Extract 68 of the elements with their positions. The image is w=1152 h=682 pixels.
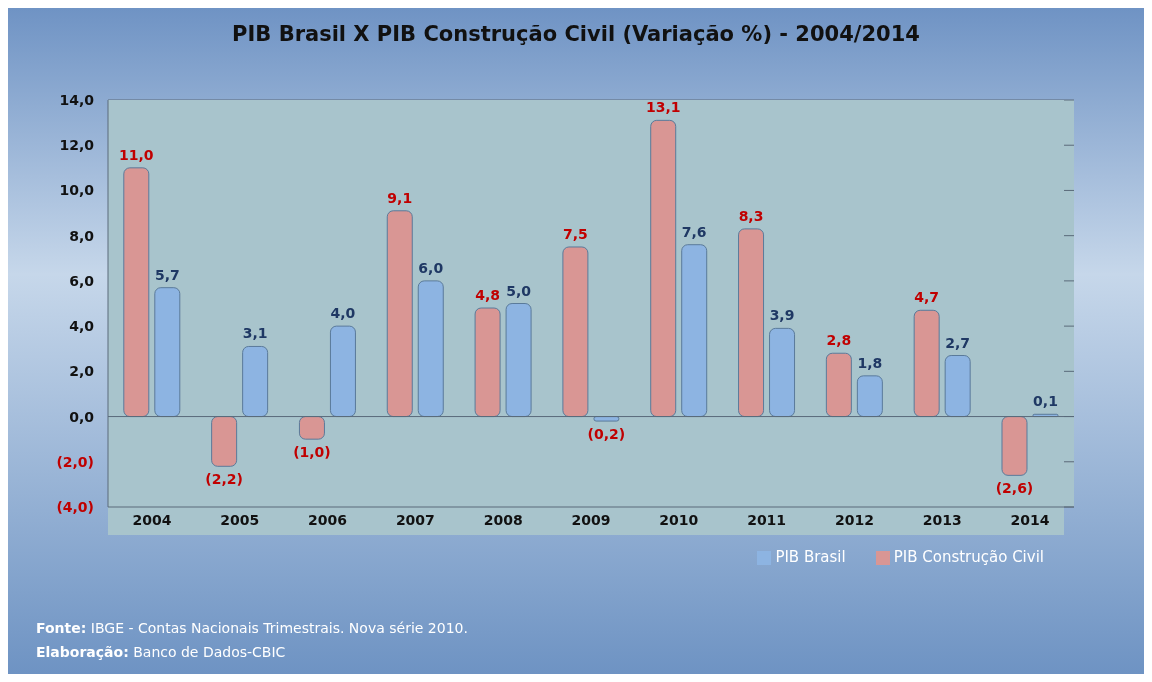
data-label: (0,2): [587, 426, 626, 443]
data-label: 13,1: [645, 99, 681, 116]
data-label: 11,0: [119, 146, 154, 163]
bar: [154, 287, 181, 418]
data-label: (2,6): [995, 480, 1034, 497]
data-label: 7,6: [681, 223, 707, 240]
data-label: (1,0): [293, 444, 331, 461]
x-tick-label: 2008: [483, 511, 523, 528]
data-label: 4,0: [330, 305, 356, 322]
y-tick-label: 0,0: [69, 408, 95, 425]
data-label: (2,2): [205, 471, 243, 488]
x-tick-label: 2013: [922, 511, 962, 528]
legend-label: PIB Brasil: [775, 548, 846, 566]
data-label: 9,1: [387, 189, 413, 206]
data-label: 4,7: [914, 289, 940, 306]
data-label: 2,7: [945, 334, 971, 351]
data-label: 6,0: [418, 259, 444, 276]
bar: [329, 325, 356, 418]
x-tick-label: 2014: [1010, 511, 1050, 528]
bar: [681, 244, 708, 418]
bar: [211, 416, 238, 467]
bar: [1001, 416, 1028, 476]
data-label: 7,5: [562, 225, 588, 242]
x-tick-label: 2010: [659, 511, 699, 528]
data-label: 1,8: [857, 354, 883, 371]
x-tick-label: 2009: [571, 511, 611, 528]
y-tick-label: (4,0): [56, 499, 94, 515]
bar: [944, 355, 971, 418]
legend-label: PIB Construção Civil: [893, 548, 1044, 566]
data-label: 5,7: [154, 266, 180, 283]
y-tick-label: 8,0: [69, 227, 95, 244]
bar: [123, 167, 150, 418]
x-tick-label: 2007: [395, 511, 435, 528]
data-label: 0,1: [1033, 393, 1058, 410]
bar: [242, 345, 269, 418]
x-tick-label: 2006: [308, 511, 348, 528]
bar: [417, 280, 444, 418]
data-label: 8,3: [738, 207, 764, 224]
data-label: 5,0: [506, 282, 532, 299]
y-tick-label: 4,0: [69, 318, 95, 335]
y-tick-label: 2,0: [69, 363, 95, 380]
y-tick-label: 12,0: [59, 137, 95, 154]
x-tick-label: 2004: [132, 511, 172, 528]
data-label: 3,9: [769, 307, 795, 324]
bar: [769, 327, 796, 418]
data-label: 4,8: [475, 287, 500, 304]
y-tick-label: 10,0: [59, 182, 95, 199]
x-tick-label: 2005: [220, 511, 260, 528]
bar: [650, 119, 677, 418]
bar: [738, 228, 765, 418]
bar: [913, 309, 940, 418]
bar: [825, 352, 852, 418]
bar: [856, 375, 883, 418]
bar: [386, 210, 413, 418]
data-label: 2,8: [826, 332, 852, 349]
bar: [298, 416, 325, 440]
y-tick-label: 6,0: [69, 272, 95, 289]
y-tick-label: (2,0): [56, 453, 94, 470]
source-note: Fonte: IBGE - Contas Nacionais Trimestrais. Nova série 2010.: [36, 619, 468, 638]
bar: [562, 246, 589, 418]
x-tick-label: 2012: [834, 511, 874, 528]
bar: [505, 303, 532, 418]
chart-title: PIB Brasil X PIB Construção Civil (Variação %) - 2004/2014: [231, 22, 921, 46]
bar: [474, 307, 501, 418]
text: Elaboração: Banco de Dados-CBIC: [36, 643, 287, 662]
x-tick-label: 2011: [747, 511, 787, 528]
data-label: 3,1: [242, 325, 268, 342]
y-tick-label: 14,0: [59, 92, 95, 108]
